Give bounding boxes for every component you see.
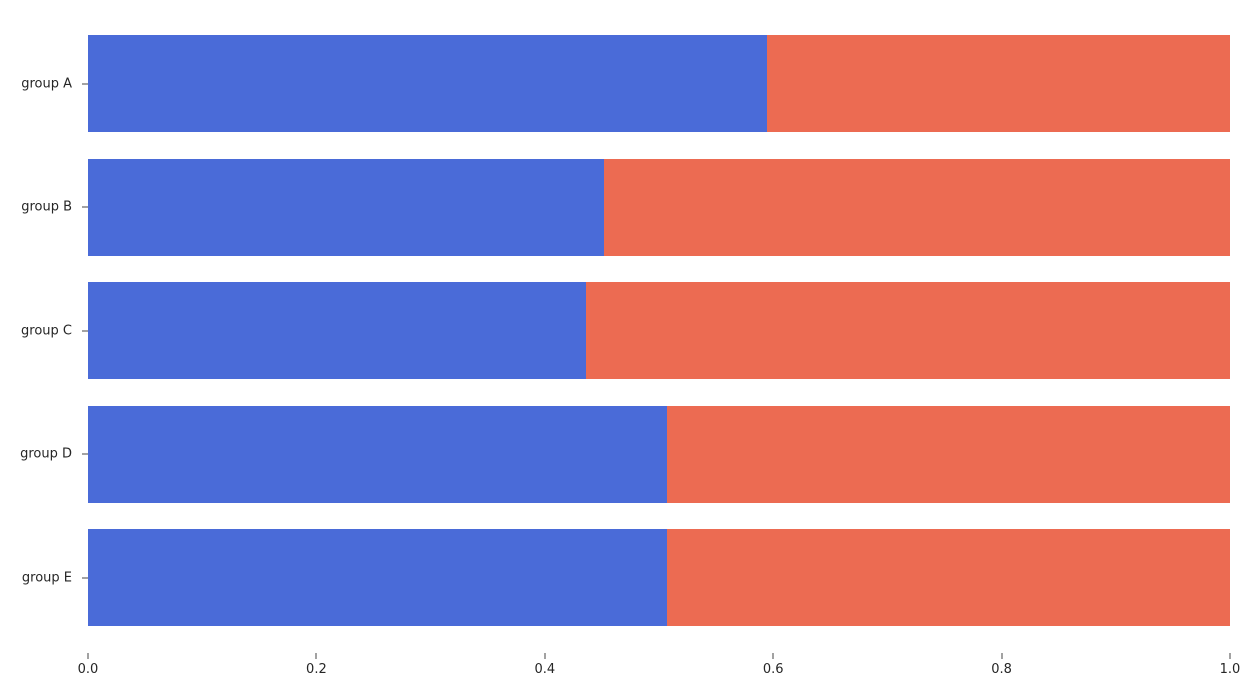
y-tick-label: group B [21, 199, 72, 215]
y-tick-mark [82, 206, 88, 208]
y-tick-mark [82, 83, 88, 84]
x-tick-label: 0.4 [534, 662, 556, 677]
y-tick-mark [82, 577, 88, 578]
bar-segment-orange-segment [666, 405, 1230, 503]
x-axis: 0.0 0.2 0.4 0.6 0.8 1.0 [78, 653, 1240, 683]
y-tick-label: group A [21, 76, 72, 91]
bar-segment-blue-segment [88, 405, 667, 503]
y-tick-mark [82, 453, 88, 455]
y-tick-label: group E [21, 570, 72, 585]
bar-segment-orange-segment [604, 158, 1230, 256]
bar-segment-blue-segment [88, 35, 768, 132]
y-tick-label: group C [21, 323, 72, 338]
x-tick-mark [772, 653, 774, 659]
x-tick-mark [87, 653, 89, 659]
y-tick-mark [82, 330, 88, 331]
bar-segment-orange-segment [666, 529, 1230, 626]
bar-row: group B [21, 158, 1230, 256]
bar-row: group C [21, 282, 1230, 379]
bar-row: group A [21, 35, 1230, 132]
x-tick-mark [1001, 653, 1003, 659]
x-tick-label: 0.2 [306, 662, 327, 677]
x-tick-mark [544, 653, 546, 659]
bar-row: group D [20, 405, 1230, 503]
x-tick-label: 1.0 [1219, 662, 1241, 677]
bar-segment-orange-segment [585, 282, 1230, 379]
x-tick-mark [1229, 653, 1231, 659]
x-tick-label: 0.6 [762, 662, 784, 677]
bar-segment-blue-segment [88, 158, 605, 256]
x-tick-label: 0.8 [991, 662, 1012, 677]
bar-segment-orange-segment [767, 35, 1230, 132]
y-tick-label: group D [20, 446, 72, 462]
x-tick-label: 0.0 [77, 662, 99, 677]
x-tick-mark [315, 653, 317, 659]
bar-segment-blue-segment [88, 282, 586, 379]
bar-segment-blue-segment [88, 529, 667, 626]
plot-area: group A group B group C group D group E [20, 35, 1230, 626]
bar-row: group E [22, 529, 1230, 626]
